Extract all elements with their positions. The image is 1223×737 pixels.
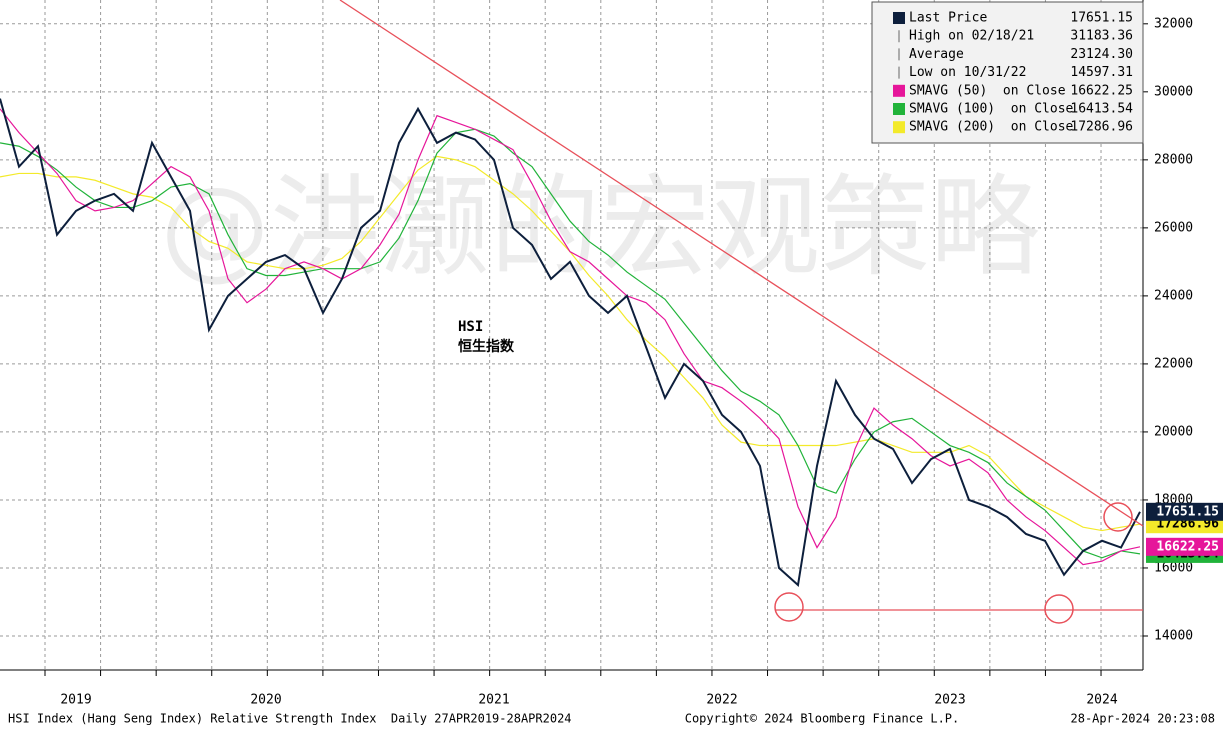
legend-swatch	[893, 121, 905, 134]
series-line	[0, 98, 1141, 587]
legend-value: 16413.54	[1070, 102, 1133, 117]
legend-box	[871, 1, 1144, 144]
legend-label: Average	[909, 47, 964, 62]
y-tick-label: 26000	[1154, 220, 1193, 235]
circle	[774, 592, 804, 622]
footer-right: 28-Apr-2024 20:23:08	[1071, 712, 1216, 726]
y-tick-label: 14000	[1154, 628, 1193, 643]
legend-value: 17651.15	[1070, 11, 1133, 26]
y-tick-label: 32000	[1154, 16, 1193, 31]
legend-swatch	[893, 84, 905, 97]
legend-value: 31183.36	[1070, 29, 1133, 44]
value-tag	[1146, 537, 1223, 556]
legend-swatch	[893, 103, 905, 115]
legend-value: 23124.30	[1070, 47, 1133, 62]
series-line	[0, 128, 1141, 559]
legend-label: Last Price	[909, 11, 987, 26]
y-tick-label: 20000	[1154, 424, 1193, 439]
circle	[1044, 594, 1074, 624]
x-tick-label: 2021	[478, 693, 509, 708]
trend-line	[339, 0, 1144, 527]
circle	[1103, 502, 1133, 532]
legend-value: 16622.25	[1070, 83, 1133, 98]
legend-label: Low on 10/31/22	[909, 65, 1026, 80]
x-tick-label: 2023	[934, 693, 965, 708]
watermark: @洪灏的宏观策略	[160, 163, 1040, 291]
y-tick-label: 16000	[1154, 560, 1193, 575]
footer-left: HSI Index (Hang Seng Index) Relative Str…	[8, 712, 572, 726]
x-tick-label: 2024	[1086, 693, 1117, 708]
series-label-cn: 恒生指数	[458, 338, 515, 355]
vertical-grid	[44, 0, 1102, 670]
value-tag-label: 16622.25	[1156, 539, 1219, 554]
y-tick-label: 28000	[1154, 152, 1193, 167]
series-line	[0, 108, 1141, 566]
legend-swatch	[893, 12, 905, 24]
footer-center: Copyright© 2024 Bloomberg Finance L.P.	[685, 712, 960, 726]
x-tick-label: 2022	[706, 693, 737, 708]
annotations	[339, 0, 1144, 624]
series-label: HSI	[458, 319, 483, 335]
y-tick-label: 22000	[1154, 356, 1193, 371]
value-tag-label: 17651.15	[1156, 504, 1219, 519]
x-tick-label: 2020	[250, 693, 281, 708]
legend-label: SMAVG (200) on Close	[909, 120, 1074, 135]
legend-label: High on 02/18/21	[909, 29, 1034, 44]
legend-label: SMAVG (100) on Close	[909, 102, 1074, 117]
value-tag	[1146, 502, 1223, 521]
legend-value: 14597.31	[1070, 65, 1133, 80]
y-tick-label: 24000	[1154, 288, 1193, 303]
legend-label: SMAVG (50) on Close	[909, 83, 1066, 98]
y-tick-label: 30000	[1154, 84, 1193, 99]
x-tick-label: 2019	[60, 693, 91, 708]
legend-value: 17286.96	[1070, 120, 1133, 135]
